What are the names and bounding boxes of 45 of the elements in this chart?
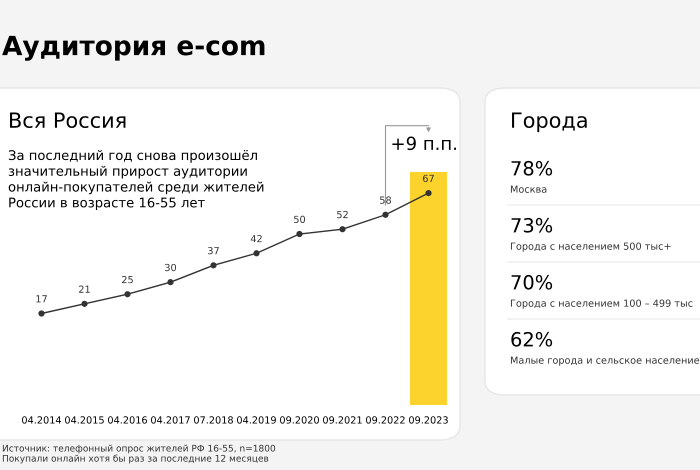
point	[382, 212, 389, 218]
data-label: 30	[165, 264, 176, 272]
data-label: 52	[337, 210, 348, 218]
category-label: Города с населением 100 – 499 тыс	[510, 299, 692, 309]
point	[81, 300, 88, 307]
annotation: +9 п.п.	[392, 136, 456, 150]
x-tick-label: 09.2023	[409, 416, 448, 424]
point	[210, 262, 217, 268]
point	[253, 250, 260, 256]
text: Покупали онлайн хотя бы раз за последние 12 месяцев	[2, 454, 268, 464]
data-label: 42	[250, 234, 262, 242]
x-tick-label: 09.2020	[280, 416, 319, 424]
data-label: 67	[422, 174, 434, 182]
x-tick-label: 09.2022	[366, 416, 405, 424]
data-label: 17	[36, 295, 47, 302]
point	[124, 291, 131, 298]
x-tick-label: 04.2014	[22, 416, 62, 424]
data-label: 50	[294, 216, 306, 224]
category-label: Москва	[510, 186, 546, 193]
category-label: Малые города и сельское население	[510, 356, 700, 366]
text: Города	[512, 112, 587, 132]
x-tick-label: 04.2015	[65, 416, 104, 424]
chart-subtitle: За последний год снова произошёл значительный прирост аудитории онлайн-покупателей среди жителей России в возрасте 16-55 лет	[8, 150, 264, 210]
point	[296, 230, 303, 238]
x-tick-label: 07.2018	[194, 416, 233, 424]
text: 62%	[511, 332, 552, 347]
x-tick-label: 04.2019	[237, 416, 276, 424]
text: Аудитория e-com	[2, 36, 264, 61]
data-label: 25	[122, 276, 133, 284]
category-label: Города с населением 500 тыс+	[510, 242, 671, 252]
point	[339, 226, 346, 232]
point	[167, 279, 174, 286]
x-tick-label: 04.2017	[151, 416, 190, 424]
x-tick-label: 09.2021	[323, 416, 362, 424]
point	[425, 190, 432, 196]
x-tick-label: 04.2016	[108, 416, 147, 424]
text: 78%	[512, 160, 552, 176]
data-label: 58	[380, 196, 392, 204]
chart-title: Вся Россия	[10, 112, 126, 128]
text: Источник: телефонный опрос жителей РФ 16-55, n=1800	[2, 444, 276, 454]
text: 73%	[512, 218, 552, 233]
data-label: 37	[208, 246, 219, 254]
data-label: 21	[79, 286, 90, 293]
point	[38, 310, 45, 317]
text: 70%	[512, 274, 552, 290]
